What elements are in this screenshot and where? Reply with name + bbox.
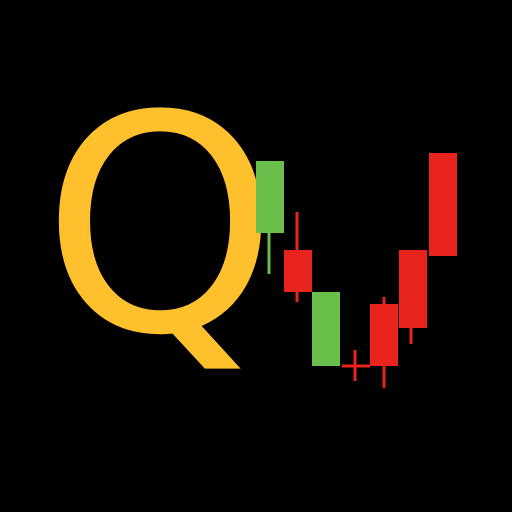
candle-2-body [284,250,312,292]
candle-7-body [429,153,457,256]
candle-6-body [399,250,427,328]
candlestick-graphic [256,153,457,388]
candle-3-body [312,292,340,366]
logo-letter: Q [42,52,278,401]
candle-1-body [256,161,284,233]
candle-5-body [370,304,398,366]
